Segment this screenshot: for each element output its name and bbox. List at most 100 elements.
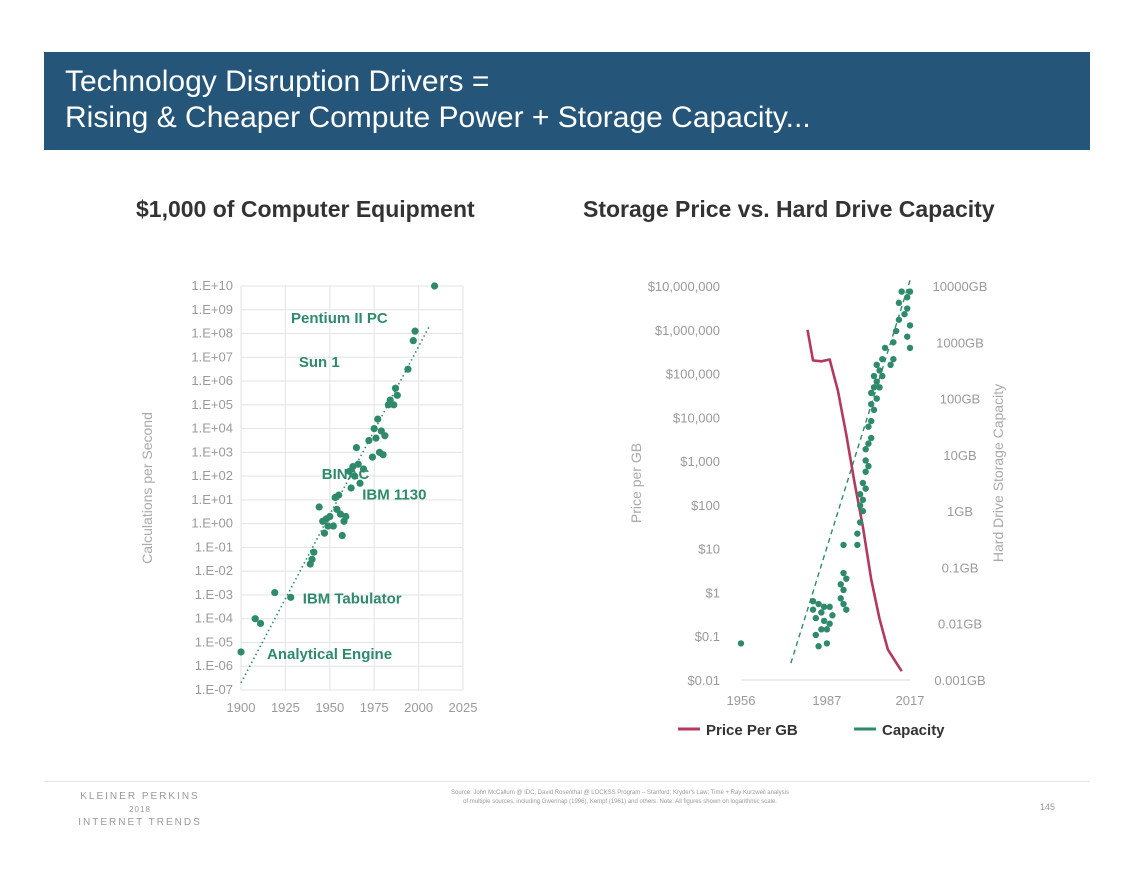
x-tick-label: 1956: [727, 693, 756, 708]
capacity-point: [854, 541, 861, 549]
data-point: [335, 491, 343, 499]
capacity-point: [856, 502, 864, 509]
capacity-point: [815, 643, 822, 650]
kleiner-perkins-logo: KLEINER PERKINS 2018 INTERNET TRENDS: [60, 790, 220, 829]
left-y-tick-label: $1: [706, 585, 720, 600]
y-tick-label: 1.E-03: [195, 587, 233, 602]
data-point: [315, 503, 323, 511]
capacity-point: [906, 288, 914, 295]
left-y-tick-label: $1,000,000: [655, 323, 720, 338]
point-annotation: Analytical Engine: [267, 646, 392, 663]
data-point: [356, 479, 364, 487]
capacity-point: [826, 603, 833, 611]
capacity-point: [837, 581, 844, 588]
x-tick-label: 1900: [227, 700, 256, 715]
data-point: [351, 472, 359, 480]
capacity-point: [904, 333, 911, 340]
capacity-point: [820, 603, 828, 611]
left-y-tick-label: $100,000: [666, 367, 720, 382]
page-number: 145: [1040, 802, 1056, 812]
right-y-axis-title: Hard Drive Storage Capacity: [990, 384, 1006, 562]
y-tick-label: 1.E-02: [195, 563, 233, 578]
right-y-tick-label: 1000GB: [936, 335, 984, 350]
data-point: [365, 436, 373, 445]
data-point: [374, 415, 382, 423]
capacity-point: [862, 468, 869, 475]
capacity-point: [854, 530, 861, 537]
capacity-point: [837, 595, 844, 602]
capacity-point: [809, 598, 817, 605]
capacity-point: [887, 361, 894, 368]
capacity-point: [892, 327, 900, 335]
legend-label-capacity: Capacity: [882, 722, 945, 739]
title-banner: Technology Disruption Drivers = Rising &…: [44, 52, 1090, 150]
data-point: [342, 512, 350, 521]
data-point: [390, 401, 398, 409]
data-point: [347, 484, 355, 492]
y-tick-label: 1.E+07: [191, 349, 233, 364]
storage-chart-title: Storage Price vs. Hard Drive Capacity: [583, 196, 995, 222]
data-point: [287, 593, 295, 601]
capacity-point: [812, 631, 820, 639]
data-point: [391, 384, 400, 392]
capacity-point: [870, 372, 878, 380]
data-point: [379, 451, 387, 459]
capacity-point: [840, 600, 847, 608]
capacity-point: [868, 434, 875, 442]
logo-line-2: 2018: [129, 805, 151, 814]
capacity-point: [865, 440, 872, 447]
data-point: [370, 424, 378, 433]
data-point: [430, 282, 439, 290]
capacity-point: [895, 316, 903, 323]
capacity-point: [859, 496, 867, 504]
data-point: [338, 531, 346, 540]
capacity-point: [862, 446, 869, 453]
capacity-point: [859, 479, 867, 487]
capacity-point: [890, 355, 897, 363]
y-tick-label: 1.E+02: [191, 468, 233, 483]
y-tick-label: 1.E+04: [191, 421, 233, 436]
compute-chart-title: $1,000 of Computer Equipment: [136, 196, 475, 222]
right-y-tick-label: 100GB: [940, 392, 980, 407]
capacity-point: [865, 423, 872, 430]
capacity-point: [840, 586, 847, 594]
capacity-point: [823, 626, 831, 633]
y-tick-label: 1.E-01: [195, 539, 233, 554]
data-point: [409, 337, 417, 345]
capacity-point: [906, 322, 914, 329]
data-point: [411, 327, 419, 335]
data-point: [372, 434, 380, 442]
left-y-tick-label: $10: [698, 542, 720, 557]
point-annotation: IBM Tabulator: [303, 590, 402, 607]
y-tick-label: 1.E+01: [191, 492, 233, 507]
right-y-tick-label: 10GB: [943, 448, 976, 463]
logo-line-3: INTERNET TRENDS: [78, 817, 202, 828]
point-annotation: BINAC: [322, 466, 370, 483]
capacity-point: [879, 372, 886, 380]
left-y-tick-label: $0.1: [695, 629, 720, 644]
capacity-point: [820, 617, 828, 625]
right-y-tick-label: 10000GB: [933, 279, 988, 294]
capacity-point: [826, 620, 833, 627]
capacity-point: [873, 361, 880, 368]
point-annotation: Sun 1: [299, 354, 340, 371]
capacity-point: [870, 406, 878, 414]
data-point: [359, 465, 368, 473]
data-point: [320, 529, 329, 537]
capacity-point: [862, 457, 869, 464]
data-point: [329, 522, 337, 530]
left-y-tick-label: $100: [691, 498, 720, 513]
capacity-point: [840, 569, 847, 577]
y-tick-label: 1.E+03: [191, 444, 233, 459]
y-tick-label: 1.E-06: [195, 658, 233, 673]
capacity-point: [843, 606, 850, 613]
capacity-point: [737, 640, 745, 647]
legend-label-price: Price Per GB: [706, 722, 798, 739]
x-tick-label: 1975: [360, 700, 389, 715]
data-point: [368, 453, 377, 461]
price-per-gb-line: [806, 329, 903, 672]
x-tick-label: 1925: [271, 700, 300, 715]
data-point: [404, 365, 412, 373]
data-point: [324, 522, 332, 530]
data-point: [310, 548, 318, 556]
